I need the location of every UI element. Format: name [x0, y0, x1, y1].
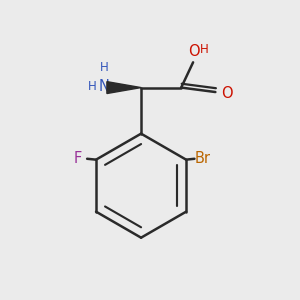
Polygon shape	[107, 82, 141, 94]
Text: H: H	[200, 43, 209, 56]
Text: Br: Br	[195, 151, 211, 166]
Text: H: H	[88, 80, 96, 93]
Text: F: F	[74, 151, 82, 166]
Text: O: O	[221, 86, 232, 101]
Text: N: N	[98, 79, 110, 94]
Text: H: H	[100, 61, 108, 74]
Text: O: O	[188, 44, 200, 59]
